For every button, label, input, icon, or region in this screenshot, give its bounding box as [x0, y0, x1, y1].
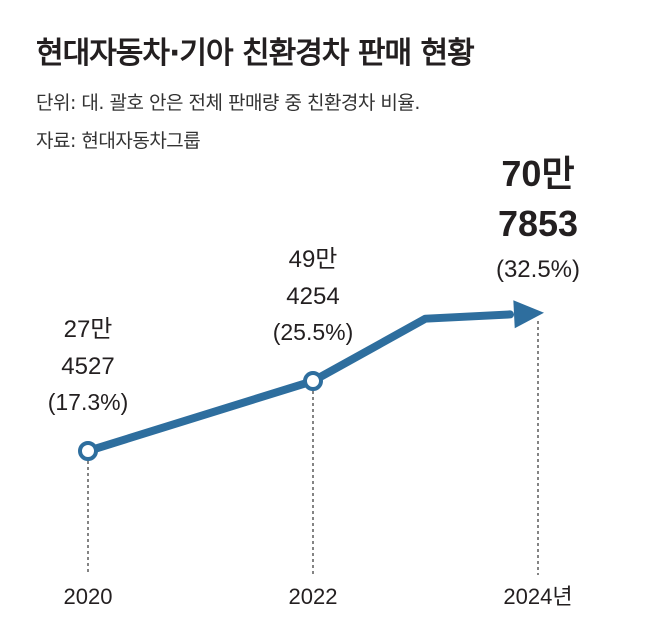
point-marker-2022 — [303, 371, 323, 392]
x-tick-label: 2024년 — [503, 584, 572, 609]
value-label-top: 70만 — [501, 153, 574, 194]
share-label: (17.3%) — [48, 389, 129, 415]
series-line — [84, 310, 515, 455]
x-tick-label: 2022 — [289, 584, 338, 609]
chart-title: 현대자동차·기아 친환경차 판매 현황 — [36, 36, 475, 71]
share-label: (25.5%) — [273, 319, 354, 345]
series-arrowhead — [513, 300, 544, 329]
value-label-top: 49만 — [289, 246, 338, 273]
value-label-top: 27만 — [64, 316, 113, 343]
share-label: (32.5%) — [496, 256, 580, 283]
point-marker-2020 — [78, 441, 98, 461]
value-label-bottom: 4254 — [286, 283, 339, 310]
value-label-bottom: 7853 — [498, 203, 578, 244]
source-note: 자료: 현대자동차그룹 — [36, 130, 201, 152]
value-label-bottom: 4527 — [61, 353, 114, 380]
x-tick-label: 2020 — [64, 584, 113, 609]
unit-note: 단위: 대. 괄호 안은 전체 판매량 중 친환경차 비율. — [36, 92, 420, 114]
